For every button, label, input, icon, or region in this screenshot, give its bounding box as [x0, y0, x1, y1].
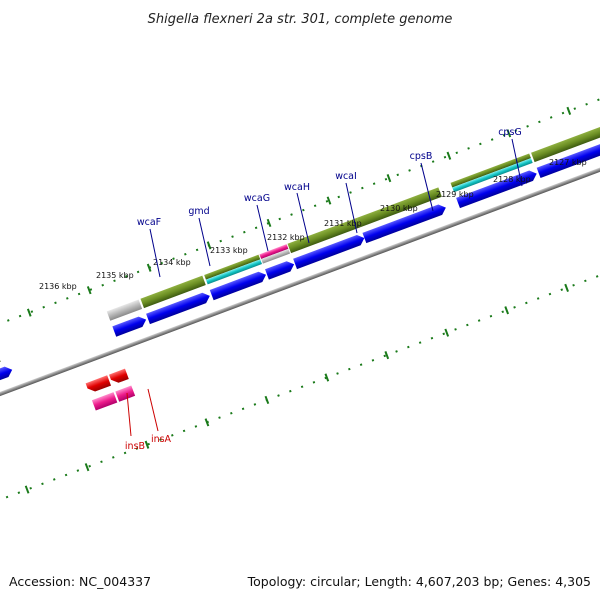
inner-ruler-major-ticks	[24, 283, 569, 494]
gene-labels: cpsG cpsB wcaI wcaH wcaG gmd wcaF insB i…	[125, 127, 522, 452]
kbp-label-2134: 2134 kbp	[153, 258, 191, 267]
feature-bar-wcaG-lower[interactable]	[205, 259, 262, 285]
kbp-label-2135: 2135 kbp	[96, 271, 134, 280]
cds-arrow-gmd[interactable]	[146, 291, 212, 325]
genome-backbone	[0, 135, 600, 434]
feature-bar-cpsG-lower[interactable]	[452, 158, 533, 193]
feature-bar-insB[interactable]	[91, 392, 118, 411]
gene-label-wcaI[interactable]: wcaI	[335, 171, 357, 182]
feature-bar-wcaI[interactable]	[287, 217, 361, 254]
feature-bar-cpsG-upper[interactable]	[450, 153, 531, 188]
kbp-label-2133: 2133 kbp	[210, 246, 248, 255]
gene-label-gmd[interactable]: gmd	[188, 206, 209, 217]
genome-summary-text: Topology: circular; Length: 4,607,203 bp…	[247, 574, 591, 589]
cds-arrow-wcaG[interactable]	[209, 270, 268, 301]
feature-bar-wcaH-lower[interactable]	[261, 248, 291, 264]
cds-arrow-insB[interactable]	[85, 375, 112, 393]
feature-bar-wcaH-upper[interactable]	[259, 244, 289, 259]
gene-label-cpsG[interactable]: cpsG	[498, 127, 522, 138]
accession-text: Accession: NC_004337	[9, 574, 151, 589]
gene-label-insA[interactable]: insA	[151, 434, 172, 445]
inner-ruler-minor-ticks	[0, 228, 600, 525]
feature-bar-wcaF[interactable]	[106, 299, 143, 321]
kbp-scale-labels: 2127 kbp 2128 kbp 2129 kbp 2130 kbp 2131…	[39, 158, 587, 291]
kbp-label-2132: 2132 kbp	[267, 233, 305, 242]
cds-arrow-cpsB[interactable]	[362, 202, 447, 244]
cds-arrow-insA[interactable]	[109, 368, 129, 385]
feature-bar-wcaG-upper[interactable]	[204, 254, 261, 280]
kbp-label-2128: 2128 kbp	[493, 175, 531, 184]
cds-arrow-wcaH[interactable]	[265, 259, 296, 280]
gene-label-wcaG[interactable]: wcaG	[244, 193, 270, 204]
cds-arrow-right[interactable]	[536, 114, 600, 179]
gene-label-insB[interactable]: insB	[125, 441, 145, 452]
feature-bar-cpsB[interactable]	[356, 187, 442, 228]
cds-arrow-wcaF[interactable]	[112, 314, 148, 337]
gene-label-wcaH[interactable]: wcaH	[284, 182, 310, 193]
map-track-group	[0, 74, 600, 525]
feature-bar-right[interactable]	[531, 99, 600, 163]
map-title: Shigella flexneri 2a str. 301, complete …	[148, 12, 453, 27]
cds-arrow-wcaI[interactable]	[293, 233, 366, 270]
kbp-label-2127: 2127 kbp	[549, 158, 587, 167]
kbp-label-2131: 2131 kbp	[324, 219, 362, 228]
gene-leader-lines	[126, 138, 523, 437]
kbp-label-2136: 2136 kbp	[39, 282, 77, 291]
kbp-label-2130: 2130 kbp	[380, 204, 418, 213]
kbp-label-2129: 2129 kbp	[436, 190, 474, 199]
outer-ruler-minor-ticks	[0, 74, 600, 371]
gene-label-cpsB[interactable]: cpsB	[410, 151, 433, 162]
feature-bar-insA[interactable]	[115, 385, 136, 402]
gene-label-wcaF[interactable]: wcaF	[137, 217, 161, 228]
cds-arrow-cpsG[interactable]	[456, 168, 539, 209]
feature-bar-gmd[interactable]	[140, 275, 206, 309]
outer-ruler-major-ticks	[26, 106, 572, 317]
